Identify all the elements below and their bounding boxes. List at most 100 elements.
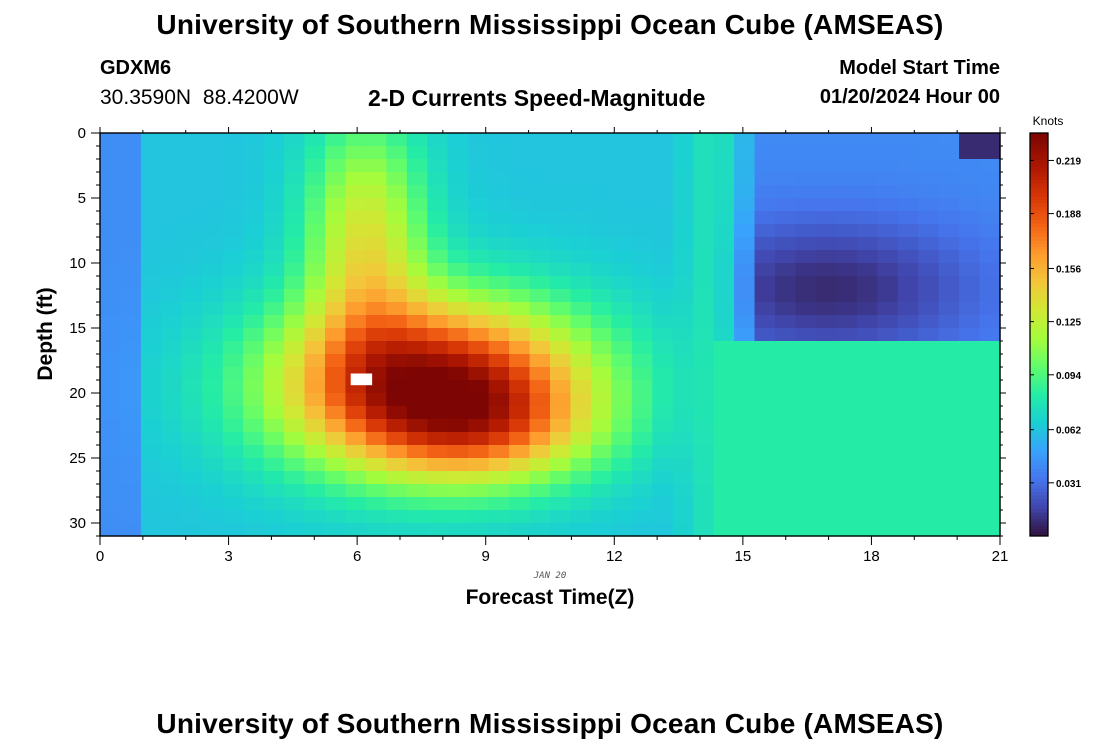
heatmap-cell bbox=[693, 250, 715, 264]
heatmap-cell bbox=[836, 354, 858, 368]
heatmap-cell bbox=[611, 406, 633, 420]
heatmap-cell bbox=[325, 406, 347, 420]
heatmap-cell bbox=[120, 445, 142, 459]
heatmap-cell bbox=[959, 328, 981, 342]
heatmap-cell bbox=[509, 354, 531, 368]
heatmap-cell bbox=[815, 328, 837, 342]
heatmap-cell bbox=[365, 198, 387, 212]
heatmap-cell bbox=[202, 432, 224, 446]
heatmap-cell bbox=[795, 484, 817, 498]
heatmap-cell bbox=[304, 523, 326, 537]
heatmap-cell bbox=[100, 380, 122, 394]
heatmap-cell bbox=[222, 289, 244, 303]
heatmap-cell bbox=[406, 328, 428, 342]
heatmap-cell bbox=[386, 406, 408, 420]
heatmap-cell bbox=[590, 172, 612, 186]
heatmap-cell bbox=[550, 367, 572, 381]
heatmap-cell bbox=[795, 250, 817, 264]
heatmap-cell bbox=[672, 315, 694, 329]
heatmap-cell bbox=[140, 302, 162, 316]
heatmap-cell bbox=[959, 146, 981, 160]
heatmap-cell bbox=[611, 497, 633, 511]
heatmap-cell bbox=[672, 406, 694, 420]
heatmap-cell bbox=[140, 172, 162, 186]
heatmap-cell bbox=[365, 302, 387, 316]
heatmap-cell bbox=[734, 510, 756, 524]
heatmap-cell bbox=[406, 341, 428, 355]
colorbar-segment bbox=[1030, 284, 1048, 288]
heatmap-cell bbox=[509, 211, 531, 225]
heatmap-cell bbox=[406, 445, 428, 459]
heatmap-cell bbox=[284, 406, 306, 420]
heatmap-cell bbox=[856, 276, 878, 290]
colorbar-segment bbox=[1030, 237, 1048, 241]
heatmap-cell bbox=[570, 510, 592, 524]
heatmap-cell bbox=[897, 250, 919, 264]
heatmap-cell bbox=[918, 185, 940, 199]
heatmap-cell bbox=[161, 445, 183, 459]
heatmap-cell bbox=[672, 224, 694, 238]
heatmap-cell bbox=[959, 185, 981, 199]
colorbar-segment bbox=[1030, 445, 1048, 450]
heatmap-cell bbox=[509, 237, 531, 251]
heatmap-cell bbox=[652, 354, 674, 368]
heatmap-cell bbox=[427, 523, 449, 537]
heatmap-cell bbox=[161, 354, 183, 368]
heatmap-cell bbox=[550, 328, 572, 342]
colorbar-segment bbox=[1030, 401, 1048, 406]
heatmap-cell bbox=[468, 380, 490, 394]
heatmap-cell bbox=[365, 185, 387, 199]
heatmap-cell bbox=[304, 354, 326, 368]
heatmap-cell bbox=[120, 354, 142, 368]
heatmap-cell bbox=[877, 224, 899, 238]
heatmap-cell bbox=[120, 302, 142, 316]
model-start-value: 01/20/2024 Hour 00 bbox=[819, 86, 1000, 108]
heatmap-cell bbox=[836, 172, 858, 186]
heatmap-cell bbox=[734, 523, 756, 537]
heatmap-cell bbox=[120, 276, 142, 290]
heatmap-cell bbox=[979, 367, 1001, 381]
heatmap-cell bbox=[979, 445, 1001, 459]
colorbar-segment bbox=[1030, 263, 1048, 268]
y-tick-label: 5 bbox=[78, 190, 86, 207]
heatmap-cell bbox=[754, 419, 776, 433]
heatmap-cell bbox=[652, 289, 674, 303]
heatmap-cell bbox=[959, 211, 981, 225]
heatmap-cell bbox=[815, 406, 837, 420]
colorbar-segment bbox=[1030, 153, 1048, 158]
heatmap-cell bbox=[140, 211, 162, 225]
heatmap-cell bbox=[631, 250, 653, 264]
heatmap-cell bbox=[365, 224, 387, 238]
heatmap-cell bbox=[979, 224, 1001, 238]
colorbar-segment bbox=[1030, 317, 1048, 322]
heatmap-cell bbox=[386, 302, 408, 316]
heatmap-cell bbox=[406, 523, 428, 537]
heatmap-cell bbox=[345, 237, 367, 251]
heatmap-cell bbox=[284, 380, 306, 394]
heatmap-cell bbox=[161, 159, 183, 173]
heatmap-cell bbox=[815, 315, 837, 329]
heatmap-cell bbox=[938, 185, 960, 199]
heatmap-cell bbox=[897, 484, 919, 498]
heatmap-cell bbox=[877, 432, 899, 446]
heatmap-cell bbox=[775, 419, 797, 433]
heatmap-cell bbox=[181, 406, 203, 420]
heatmap-cell bbox=[161, 393, 183, 407]
heatmap-cell bbox=[181, 133, 203, 147]
heatmap-cell bbox=[120, 432, 142, 446]
heatmap-cell bbox=[120, 315, 142, 329]
heatmap-cell bbox=[570, 367, 592, 381]
heatmap-cell bbox=[488, 445, 510, 459]
heatmap-cell bbox=[427, 458, 449, 472]
heatmap-cell bbox=[386, 159, 408, 173]
heatmap-cell bbox=[181, 315, 203, 329]
heatmap-cell bbox=[652, 484, 674, 498]
heatmap-cell bbox=[140, 146, 162, 160]
y-tick-label: 15 bbox=[69, 320, 86, 337]
heatmap-cell bbox=[181, 276, 203, 290]
x-tick-label: 15 bbox=[735, 548, 752, 565]
heatmap-cell bbox=[938, 523, 960, 537]
heatmap-cell bbox=[284, 341, 306, 355]
heatmap-cell bbox=[918, 224, 940, 238]
heatmap-cell bbox=[836, 471, 858, 485]
